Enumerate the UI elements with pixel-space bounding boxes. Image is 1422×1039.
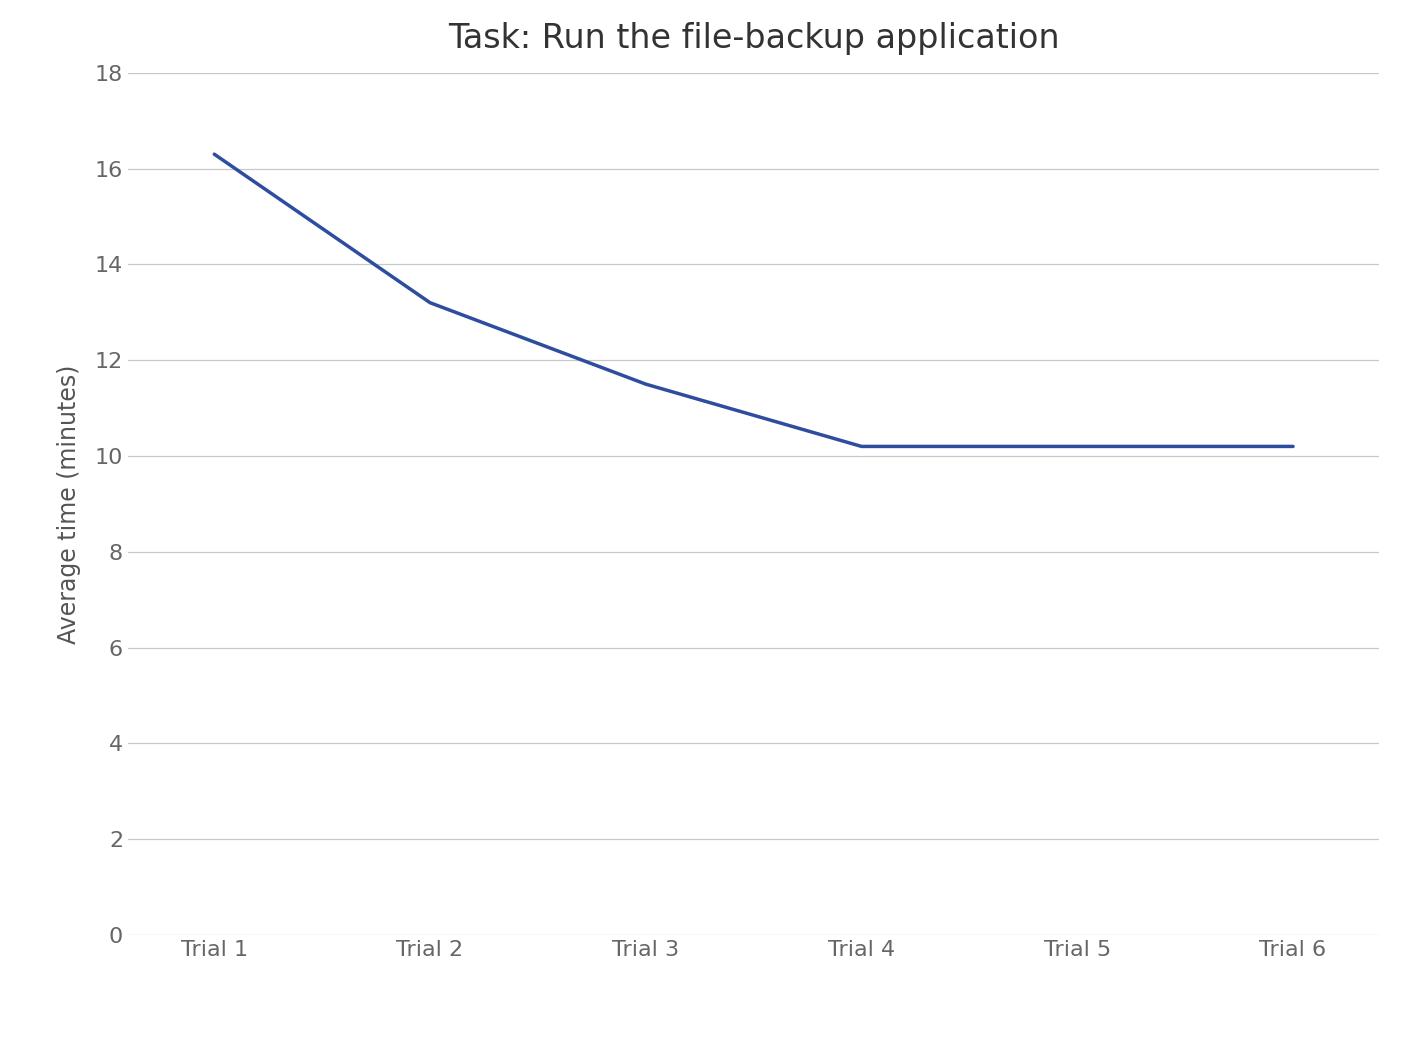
Title: Task: Run the file-backup application: Task: Run the file-backup application bbox=[448, 22, 1059, 55]
Y-axis label: Average time (minutes): Average time (minutes) bbox=[57, 365, 81, 643]
